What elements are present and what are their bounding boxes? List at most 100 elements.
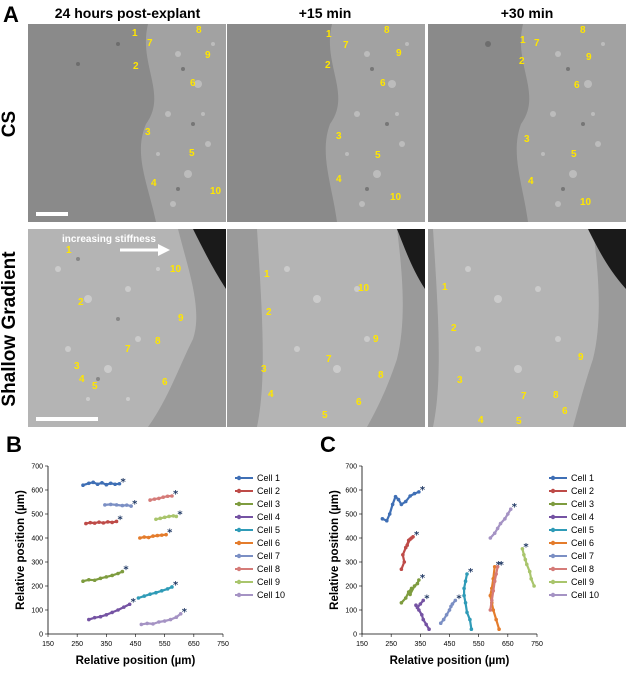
data-point [98, 614, 103, 619]
data-point [424, 622, 428, 627]
endpoint-marker: * [414, 530, 420, 541]
data-point [417, 578, 421, 582]
data-point [494, 617, 498, 622]
y-axis-title: Relative position (µm) [15, 490, 27, 610]
data-point [87, 481, 91, 486]
micrograph-cs-24h [28, 24, 226, 222]
data-point [103, 503, 107, 507]
data-point [154, 517, 158, 522]
data-point [417, 490, 421, 494]
legend-label: Cell 7 [571, 551, 594, 561]
y-tick-label: 100 [31, 608, 43, 615]
data-point [384, 518, 389, 523]
endpoint-marker: * [499, 560, 505, 571]
y-tick-label: 0 [353, 632, 357, 639]
x-tick-label: 550 [473, 641, 485, 648]
endpoint-marker: * [173, 580, 179, 591]
endpoint-marker: * [182, 607, 188, 618]
data-point [145, 621, 149, 626]
data-point [462, 593, 466, 598]
data-point [88, 520, 93, 525]
y-tick-label: 200 [31, 584, 43, 591]
legend-marker [236, 553, 242, 559]
y-axis-title: Relative position (µm) [329, 490, 341, 610]
data-point [415, 605, 420, 610]
data-point [401, 553, 405, 557]
data-point [441, 617, 446, 622]
data-point [492, 565, 497, 569]
cs-cell-label: 5 [571, 149, 577, 160]
data-point [170, 585, 174, 589]
legend-label: Cell 2 [257, 486, 280, 496]
data-point [418, 602, 423, 606]
data-point [465, 610, 469, 615]
y-tick-label: 700 [31, 464, 43, 471]
cs-cell-label: 2 [325, 60, 331, 71]
data-point [138, 536, 142, 540]
data-point [438, 621, 443, 625]
sg-cell-label: 1 [66, 245, 72, 256]
x-axis-title: Relative position (µm) [76, 655, 196, 667]
legend-marker [236, 540, 242, 546]
cs-cell-label: 1 [326, 29, 332, 40]
data-point [104, 613, 109, 617]
data-point [488, 608, 493, 612]
legend-label: Cell 10 [257, 590, 285, 600]
data-point [81, 579, 85, 583]
data-point [165, 494, 170, 499]
cs-cell-label: 9 [205, 50, 211, 61]
data-point [171, 514, 176, 518]
sg-cell-label: 7 [326, 354, 332, 365]
endpoint-marker: * [424, 593, 430, 604]
data-point [136, 596, 141, 600]
data-point [105, 520, 110, 524]
sg-cell-label: 8 [378, 370, 384, 381]
data-point [491, 589, 496, 593]
legend-label: Cell 8 [571, 564, 594, 574]
data-point [101, 521, 106, 525]
column-title-30min: +30 min [500, 5, 554, 21]
data-point [419, 613, 424, 617]
legend-marker [550, 553, 556, 559]
data-point [415, 581, 420, 586]
legend-marker [550, 566, 556, 572]
data-point [95, 482, 100, 487]
data-point [92, 521, 97, 525]
data-point [151, 622, 155, 626]
cs-cell-label: 1 [132, 28, 138, 39]
legend-label: Cell 5 [571, 525, 594, 535]
sg-cell-label: 10 [358, 283, 370, 294]
y-tick-label: 600 [31, 488, 43, 495]
data-point [129, 504, 133, 508]
data-point [116, 608, 120, 612]
data-point [167, 514, 171, 519]
legend-label: Cell 4 [257, 512, 280, 522]
sg-cell-label: 3 [457, 375, 463, 386]
sg-cell-label: 4 [268, 389, 274, 400]
y-tick-label: 200 [345, 584, 357, 591]
x-tick-label: 350 [414, 641, 426, 648]
legend-marker [236, 488, 242, 494]
endpoint-marker: * [123, 565, 129, 576]
data-point [97, 520, 101, 524]
data-point [463, 579, 468, 583]
data-point [154, 590, 158, 595]
sg-cell-label: 4 [79, 374, 85, 385]
data-point [488, 536, 493, 540]
data-point [146, 535, 151, 540]
sg-cell-label: 1 [442, 282, 448, 293]
data-point [157, 496, 161, 501]
sg-cell-label: 2 [451, 323, 457, 334]
x-tick-label: 450 [130, 641, 142, 648]
data-point [110, 573, 114, 578]
cs-cell-label: 10 [210, 186, 222, 197]
legend-marker [236, 566, 242, 572]
cs-cell-label: 4 [528, 176, 534, 187]
cs-cell-label: 8 [384, 25, 390, 36]
sg-cell-label: 5 [516, 416, 522, 427]
x-tick-label: 750 [531, 641, 543, 648]
panel-letter: C [320, 432, 336, 457]
legend-label: Cell 10 [571, 590, 599, 600]
x-tick-label: 250 [71, 641, 83, 648]
